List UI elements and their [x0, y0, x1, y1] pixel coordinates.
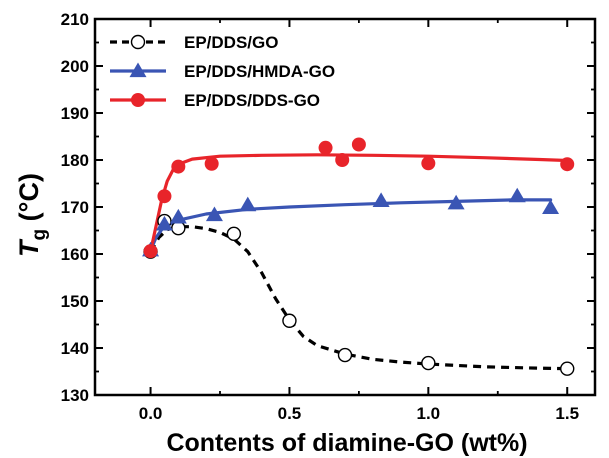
data-point-series-0 — [171, 220, 186, 236]
axes: 0.0 0.5 1.0 1.5 130 140 150 160 170 180 190 200 210 — [61, 10, 597, 423]
plot-frame — [93, 17, 597, 397]
data-point-series-2 — [318, 140, 333, 155]
fit-line-series-1 — [149, 198, 553, 252]
data-point-series-1 — [542, 199, 560, 215]
y-tick-label: 180 — [61, 151, 89, 170]
data-point-series-1 — [447, 194, 465, 210]
data-point-series-2 — [157, 189, 172, 204]
data-point-series-2 — [560, 157, 575, 172]
fit-lines — [149, 153, 569, 371]
data-point-series-2 — [351, 137, 366, 152]
fit-line-series-0 — [149, 225, 568, 371]
y-tick-label: 170 — [61, 198, 89, 217]
y-tick-label: 130 — [61, 386, 89, 405]
data-point-series-1 — [205, 206, 223, 222]
y-axis-label-main: T — [14, 238, 44, 257]
x-axis-label: Contents of diamine-GO (wt%) — [166, 429, 527, 457]
x-tick-label: 0.0 — [139, 404, 163, 423]
data-point-series-0 — [560, 361, 575, 376]
legend-marker-1 — [129, 62, 147, 78]
y-tick-label: 210 — [61, 10, 89, 29]
y-tick-label: 150 — [61, 292, 89, 311]
x-tick-label: 1.0 — [417, 404, 441, 423]
legend-entry-2: EP/DDS/DDS-GO — [184, 91, 320, 110]
y-tick-label: 190 — [61, 104, 89, 123]
data-point-series-0 — [282, 313, 297, 328]
y-tick-label: 160 — [61, 245, 89, 264]
data-point-series-1 — [155, 215, 173, 231]
data-point-series-2 — [421, 156, 436, 171]
data-point-series-0 — [226, 226, 242, 241]
y-tick-label: 140 — [61, 339, 89, 358]
data-point-series-1 — [372, 192, 390, 208]
data-markers — [142, 137, 575, 376]
y-axis-label-unit: (°C) — [14, 173, 44, 229]
y-tick-label: 200 — [61, 57, 89, 76]
data-point-series-2 — [204, 156, 219, 171]
data-point-series-1 — [239, 196, 257, 212]
data-point-series-0 — [421, 355, 436, 371]
data-point-series-2 — [143, 244, 158, 259]
x-tick-label: 1.5 — [555, 404, 579, 423]
data-point-series-1 — [508, 187, 526, 203]
legend-entry-1: EP/DDS/HMDA-GO — [184, 62, 335, 81]
data-point-series-2 — [335, 153, 350, 167]
data-point-series-0 — [337, 347, 353, 363]
data-point-series-2 — [171, 159, 186, 174]
y-axis-label: Tg (°C) — [14, 173, 50, 257]
y-axis-label-subscript: g — [29, 229, 50, 241]
legend-entry-0: EP/DDS/GO — [184, 33, 278, 52]
x-tick-label: 0.5 — [278, 404, 302, 423]
legend-marker-0 — [130, 34, 146, 50]
legend: EP/DDS/GO EP/DDS/HMDA-GO EP/DDS/DDS-GO — [110, 33, 335, 110]
data-point-series-1 — [169, 208, 187, 224]
legend-marker-2 — [131, 93, 145, 107]
